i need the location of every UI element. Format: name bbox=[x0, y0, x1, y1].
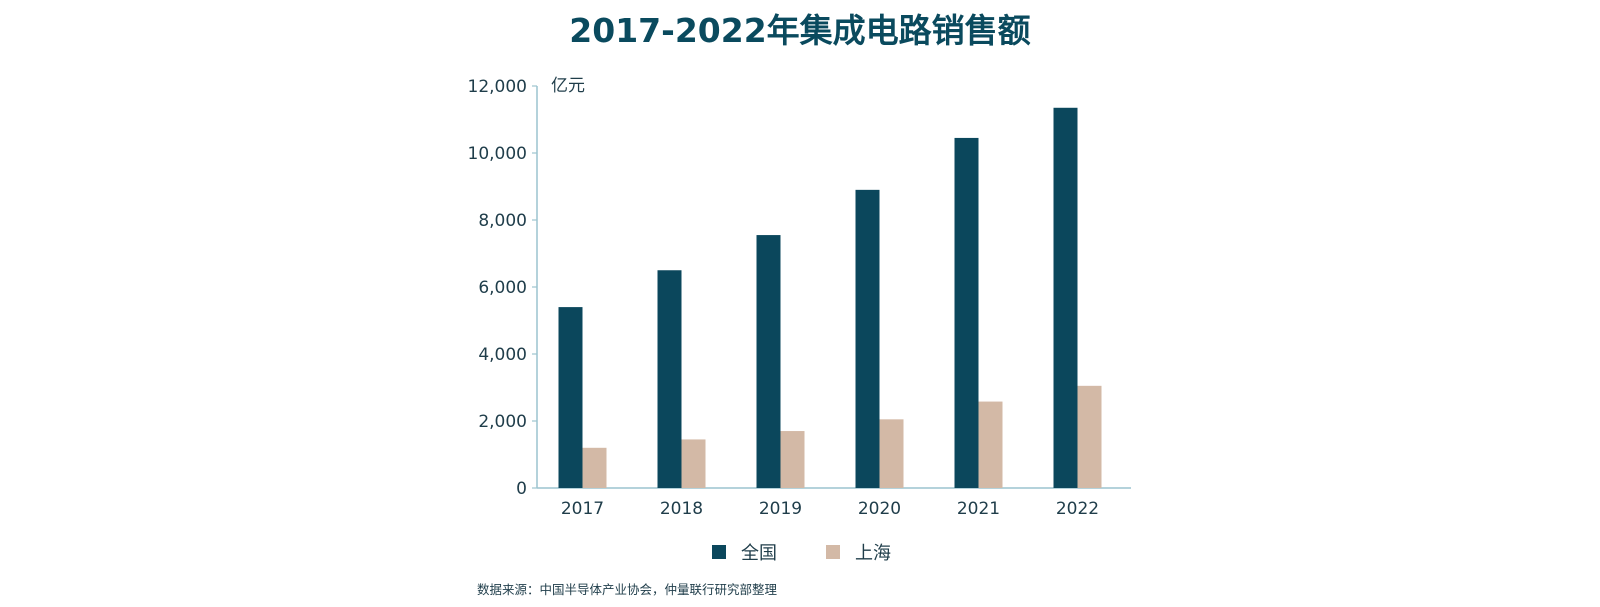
bar-上海-2021 bbox=[978, 401, 1003, 488]
x-tick-label: 2020 bbox=[858, 499, 901, 519]
legend-label: 上海 bbox=[855, 543, 891, 564]
bar-上海-2018 bbox=[681, 439, 706, 488]
legend: 全国 上海 bbox=[712, 543, 891, 564]
bar-全国-2019 bbox=[756, 235, 781, 488]
bar-全国-2017 bbox=[558, 307, 583, 488]
y-tick-label: 8,000 bbox=[478, 211, 527, 231]
x-tick-label: 2019 bbox=[759, 499, 802, 519]
bar-上海-2020 bbox=[879, 419, 904, 488]
bars bbox=[558, 107, 1102, 489]
y-tick-label: 6,000 bbox=[478, 278, 527, 298]
y-tick-label: 2,000 bbox=[478, 412, 527, 432]
y-tick-label: 4,000 bbox=[478, 345, 527, 365]
legend-swatch-全国 bbox=[712, 545, 726, 559]
bar-上海-2017 bbox=[582, 447, 607, 488]
bar-上海-2022 bbox=[1077, 385, 1102, 488]
y-tick-label: 0 bbox=[516, 479, 527, 499]
chart-title: 2017-2022年集成电路销售额 bbox=[569, 11, 1030, 50]
y-tick-label: 10,000 bbox=[468, 144, 527, 164]
x-tick-label: 2022 bbox=[1056, 499, 1099, 519]
legend-swatch-上海 bbox=[826, 545, 840, 559]
x-tick-label: 2018 bbox=[660, 499, 703, 519]
bar-上海-2019 bbox=[780, 431, 805, 488]
y-tick-label: 12,000 bbox=[468, 77, 527, 97]
legend-label: 全国 bbox=[741, 543, 777, 564]
x-axis: 2017 2018 2019 2020 2021 2022 bbox=[537, 487, 1131, 519]
bar-全国-2021 bbox=[954, 137, 979, 489]
x-tick-label: 2017 bbox=[561, 499, 604, 519]
bar-全国-2022 bbox=[1053, 107, 1078, 489]
source-note: 数据来源：中国半导体产业协会，仲量联行研究部整理 bbox=[477, 582, 778, 597]
y-axis: 0 2,000 4,000 6,000 8,000 10,000 12,000 bbox=[468, 77, 538, 499]
bar-全国-2020 bbox=[855, 189, 880, 488]
y-unit-label: 亿元 bbox=[551, 76, 585, 96]
bar-全国-2018 bbox=[657, 270, 682, 488]
x-tick-label: 2021 bbox=[957, 499, 1000, 519]
